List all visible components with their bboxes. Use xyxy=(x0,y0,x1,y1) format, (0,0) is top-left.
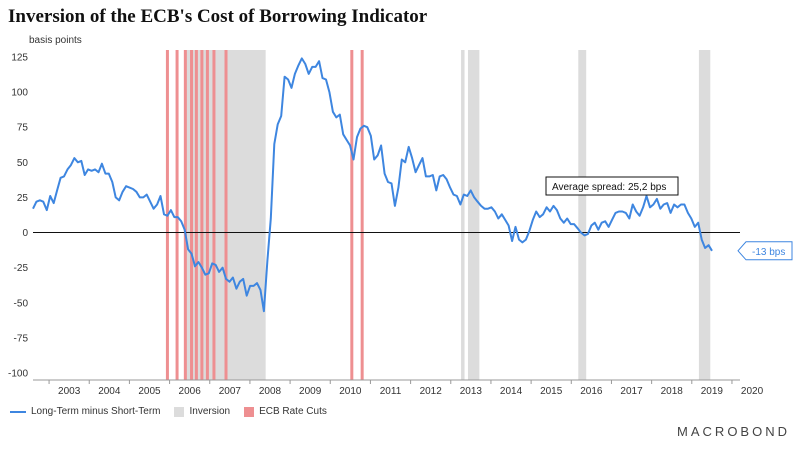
rate-cut-marker xyxy=(194,50,198,380)
y-tick-label: -100 xyxy=(8,368,28,379)
legend-rate-cuts-label: ECB Rate Cuts xyxy=(259,406,327,417)
x-tick-label: 2020 xyxy=(741,386,764,397)
legend-series-swatch xyxy=(10,410,26,413)
x-tick-label: 2018 xyxy=(661,386,684,397)
x-tick-label: 2015 xyxy=(540,386,563,397)
rate-cut-marker xyxy=(190,50,194,380)
legend-series-label: Long-Term minus Short-Term xyxy=(31,406,161,417)
average-spread-annotation: Average spread: 25,2 bps xyxy=(552,182,666,193)
legend-item-inversion: Inversion xyxy=(174,406,230,417)
legend: Long-Term minus Short-Term Inversion ECB… xyxy=(10,406,327,417)
rate-cut-marker xyxy=(175,50,179,380)
rate-cut-marker xyxy=(350,50,354,380)
x-tick-label: 2016 xyxy=(580,386,603,397)
legend-item-rate-cuts: ECB Rate Cuts xyxy=(244,406,327,417)
x-tick-label: 2007 xyxy=(219,386,242,397)
y-tick-label: 100 xyxy=(11,88,28,99)
legend-inversion-label: Inversion xyxy=(189,406,231,417)
rate-cut-marker xyxy=(200,50,204,380)
x-tick-label: 2011 xyxy=(380,386,402,397)
x-tick-label: 2017 xyxy=(620,386,643,397)
x-tick-label: 2003 xyxy=(58,386,81,397)
rate-cut-marker xyxy=(205,50,209,380)
y-tick-label: -50 xyxy=(14,298,29,309)
x-tick-label: 2006 xyxy=(179,386,202,397)
chart-title: Inversion of the ECB's Cost of Borrowing… xyxy=(8,6,428,27)
y-tick-label: 125 xyxy=(11,53,28,64)
legend-rate-cuts-swatch xyxy=(244,406,255,417)
brand-logo: MACROBOND xyxy=(677,424,790,439)
x-tick-label: 2019 xyxy=(701,386,724,397)
y-axis-label: basis points xyxy=(29,35,82,46)
series-line-long-minus-short xyxy=(32,57,713,313)
legend-item-series: Long-Term minus Short-Term xyxy=(10,406,160,417)
x-tick-label: 2009 xyxy=(299,386,322,397)
legend-inversion-swatch xyxy=(174,406,185,417)
last-value-callout xyxy=(737,241,793,261)
y-tick-label: 75 xyxy=(17,123,29,134)
inversion-band xyxy=(698,50,711,380)
y-tick-label: -75 xyxy=(14,333,29,344)
rate-cut-marker xyxy=(183,50,187,380)
x-tick-label: 2005 xyxy=(138,386,161,397)
rate-cut-marker xyxy=(360,50,364,380)
x-tick-label: 2008 xyxy=(259,386,282,397)
y-tick-label: 0 xyxy=(22,228,28,239)
inversion-band xyxy=(461,50,465,380)
x-tick-label: 2004 xyxy=(98,386,121,397)
x-tick-label: 2010 xyxy=(339,386,362,397)
y-tick-label: 25 xyxy=(17,193,29,204)
last-value-label: -13 bps xyxy=(752,247,785,258)
rate-cut-marker xyxy=(212,50,216,380)
inversion-band xyxy=(578,50,587,380)
rate-cut-marker xyxy=(224,50,228,380)
y-tick-label: -25 xyxy=(14,263,29,274)
x-tick-label: 2012 xyxy=(420,386,443,397)
average-spread-box xyxy=(545,176,679,196)
x-tick-label: 2014 xyxy=(500,386,523,397)
y-tick-label: 50 xyxy=(17,158,29,169)
x-tick-label: 2013 xyxy=(460,386,483,397)
inversion-band xyxy=(467,50,480,380)
